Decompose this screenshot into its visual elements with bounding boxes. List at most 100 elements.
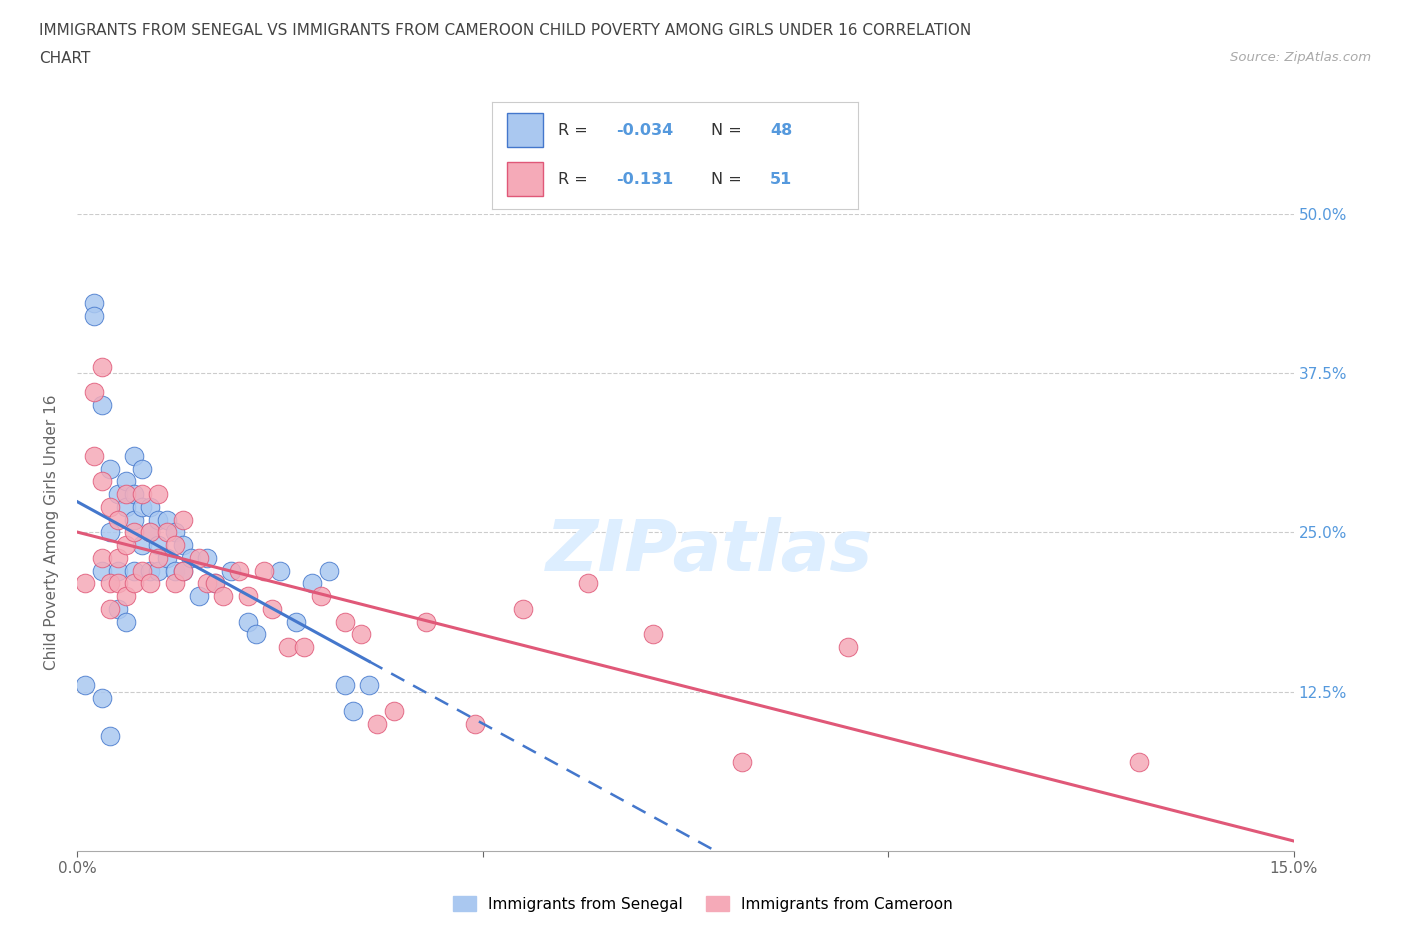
Text: N =: N =	[711, 123, 748, 138]
Point	[333, 678, 356, 693]
Point	[415, 614, 437, 629]
Point	[115, 486, 138, 501]
Point	[512, 602, 534, 617]
Point	[195, 576, 218, 591]
Point	[236, 614, 259, 629]
Point	[269, 564, 291, 578]
Point	[172, 512, 194, 527]
Point	[163, 576, 186, 591]
Point	[83, 385, 105, 400]
Point	[148, 512, 170, 527]
Point	[75, 576, 97, 591]
Point	[131, 499, 153, 514]
Point	[139, 525, 162, 539]
Point	[131, 538, 153, 552]
Point	[122, 525, 145, 539]
Point	[228, 564, 250, 578]
Y-axis label: Child Poverty Among Girls Under 16: Child Poverty Among Girls Under 16	[44, 394, 59, 671]
Point	[318, 564, 340, 578]
Point	[131, 461, 153, 476]
Point	[75, 678, 97, 693]
Text: -0.034: -0.034	[616, 123, 673, 138]
Point	[90, 359, 112, 374]
Point	[122, 576, 145, 591]
Point	[90, 691, 112, 706]
Point	[122, 486, 145, 501]
Point	[277, 640, 299, 655]
Bar	[506, 113, 543, 147]
Text: Source: ZipAtlas.com: Source: ZipAtlas.com	[1230, 51, 1371, 64]
Point	[107, 551, 129, 565]
Point	[139, 525, 162, 539]
Point	[131, 486, 153, 501]
Point	[195, 551, 218, 565]
Point	[253, 564, 276, 578]
Point	[98, 602, 121, 617]
Point	[172, 538, 194, 552]
Point	[163, 538, 186, 552]
Point	[163, 564, 186, 578]
Text: R =: R =	[558, 172, 598, 187]
Point	[83, 309, 105, 324]
Text: 51: 51	[770, 172, 792, 187]
Point	[139, 576, 162, 591]
Point	[155, 551, 177, 565]
Point	[90, 474, 112, 489]
Bar	[506, 162, 543, 196]
Point	[350, 627, 373, 642]
Point	[731, 754, 754, 769]
Point	[115, 474, 138, 489]
Point	[212, 589, 235, 604]
Point	[576, 576, 599, 591]
Text: -0.131: -0.131	[616, 172, 673, 187]
Text: 48: 48	[770, 123, 792, 138]
Point	[172, 564, 194, 578]
Point	[148, 486, 170, 501]
Point	[155, 525, 177, 539]
Point	[837, 640, 859, 655]
Point	[98, 576, 121, 591]
Point	[98, 461, 121, 476]
Point	[342, 703, 364, 718]
Point	[122, 564, 145, 578]
Point	[180, 551, 202, 565]
Point	[115, 538, 138, 552]
Point	[122, 448, 145, 463]
Point	[301, 576, 323, 591]
Point	[292, 640, 315, 655]
Point	[309, 589, 332, 604]
Point	[188, 589, 211, 604]
Point	[260, 602, 283, 617]
Point	[107, 512, 129, 527]
Text: IMMIGRANTS FROM SENEGAL VS IMMIGRANTS FROM CAMEROON CHILD POVERTY AMONG GIRLS UN: IMMIGRANTS FROM SENEGAL VS IMMIGRANTS FR…	[39, 23, 972, 38]
Point	[333, 614, 356, 629]
Point	[115, 499, 138, 514]
Point	[204, 576, 226, 591]
Text: CHART: CHART	[39, 51, 91, 66]
Point	[285, 614, 308, 629]
Point	[98, 499, 121, 514]
Point	[236, 589, 259, 604]
Point	[107, 602, 129, 617]
Point	[90, 398, 112, 413]
Point	[107, 486, 129, 501]
Text: ZIPatlas: ZIPatlas	[546, 517, 873, 586]
Point	[382, 703, 405, 718]
Text: N =: N =	[711, 172, 748, 187]
Point	[641, 627, 664, 642]
Point	[245, 627, 267, 642]
Point	[172, 564, 194, 578]
Point	[163, 525, 186, 539]
Point	[221, 564, 243, 578]
Point	[90, 551, 112, 565]
Point	[107, 576, 129, 591]
Point	[98, 729, 121, 744]
Point	[148, 551, 170, 565]
Point	[148, 538, 170, 552]
Point	[139, 564, 162, 578]
Point	[1128, 754, 1150, 769]
Point	[204, 576, 226, 591]
Point	[188, 551, 211, 565]
Text: R =: R =	[558, 123, 593, 138]
Point	[464, 716, 486, 731]
